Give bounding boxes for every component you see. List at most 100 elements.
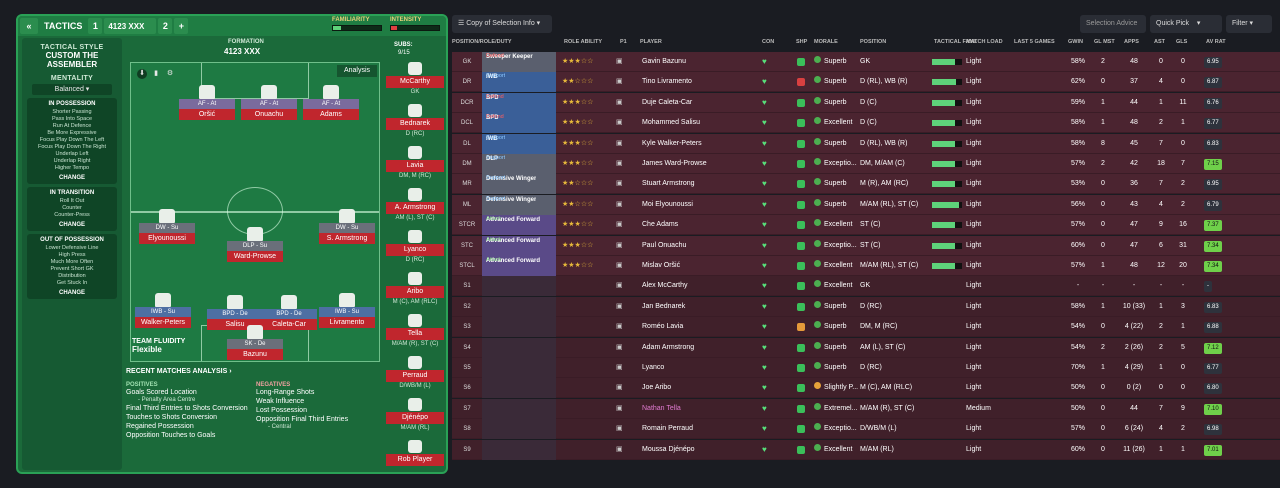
pitch-icon[interactable]: ▣ [616, 323, 623, 331]
col-p1[interactable]: P1 [620, 39, 627, 45]
out-of-possession-change-button[interactable]: CHANGE [58, 290, 85, 296]
tactic-name-dropdown[interactable]: 4123 XXX [104, 18, 157, 34]
player-name[interactable]: Gavin Bazunu [642, 58, 686, 65]
pitch-player[interactable]: BPD - De Salisu [207, 309, 263, 331]
sub-player[interactable]: Aribo M (C), AM (RLC) [386, 272, 446, 314]
filter-button[interactable]: Filter ▾ [1226, 15, 1272, 33]
pitch-player[interactable]: BPD - De Caleta-Car [261, 309, 317, 331]
table-row[interactable]: S1▣Alex McCarthy♥ExcellentGKLight6.70---… [452, 276, 1280, 297]
pitch-icon[interactable]: ▣ [616, 180, 623, 188]
player-name[interactable]: Tino Livramento [642, 78, 692, 86]
view-dropdown[interactable]: ☰ Copy of Selection Info ▾ [452, 15, 552, 33]
row-role[interactable]: Defensive Winger Support [482, 194, 556, 215]
player-name[interactable]: Mislav Oršić [642, 262, 681, 269]
pitch-icon[interactable]: ▣ [616, 282, 623, 290]
row-role[interactable]: BPD Defend [482, 113, 556, 134]
tactical-style-name[interactable]: CUSTOM THE ASSEMBLER [45, 51, 99, 69]
player-name[interactable]: Romain Perraud [642, 425, 693, 433]
selection-advice-button[interactable]: Selection Advice [1080, 15, 1146, 33]
pitch-icon[interactable]: ▣ [616, 160, 623, 167]
tactic-slot-2[interactable]: 2 [158, 18, 173, 34]
formation-name[interactable]: 4123 XXX [224, 47, 261, 56]
row-role[interactable]: Advanced Forward Attack [482, 215, 556, 236]
sub-player[interactable]: McCarthy GK [386, 62, 446, 104]
pitch-icon[interactable]: ▣ [616, 221, 623, 229]
player-name[interactable]: Mohammed Salisu [642, 119, 700, 127]
table-row[interactable]: GK Sweeper Keeper Defend ★★★☆☆ ▣ Gavin Bazunu… [452, 52, 1280, 72]
pitch-player[interactable]: DW - Su Elyounoussi [139, 223, 195, 245]
col-position[interactable]: POSITION/ROLE/DUTY [452, 39, 512, 45]
download-icon[interactable]: ⬇ [137, 69, 147, 79]
col-gwin[interactable]: GWIN [1068, 39, 1083, 45]
pitch-icon[interactable]: ▣ [616, 384, 623, 392]
pitch-icon[interactable]: ▣ [616, 78, 623, 86]
pitch-player[interactable]: DW - Su S. Armstrong [319, 223, 375, 245]
sub-player[interactable]: Bednarek D (RC) [386, 104, 446, 146]
pitch-player[interactable]: AF - At Adams [303, 99, 359, 121]
pitch-icon[interactable]: ▣ [616, 58, 623, 65]
player-name[interactable]: Adam Armstrong [642, 343, 695, 351]
table-row[interactable]: S4 ▣ Adam Armstrong ♥ Superb AM (L), ST (C) Li… [452, 337, 1280, 358]
pitch-player[interactable]: IWB - Su Walker-Peters [135, 307, 191, 329]
pitch-icon[interactable]: ▣ [616, 404, 623, 412]
row-role[interactable]: IWB Support [482, 72, 556, 93]
col-last-5[interactable]: LAST 5 GAMES [1014, 39, 1055, 45]
pitch-player[interactable]: DLP - Su Ward-Prowse [227, 241, 283, 263]
recent-matches-title[interactable]: RECENT MATCHES ANALYSIS › [126, 368, 232, 375]
table-row[interactable]: DCL BPD Defend ★★★☆☆ ▣ Mohammed Salisu ♥ Excell… [452, 113, 1280, 134]
col-av-rat[interactable]: AV RAT [1206, 39, 1226, 45]
player-name[interactable]: Moi Elyounoussi [642, 200, 693, 208]
col-morale[interactable]: MORALE [814, 39, 838, 45]
in-possession-change-button[interactable]: CHANGE [58, 175, 85, 181]
pitch-player[interactable]: AF - At Oršić [179, 99, 235, 121]
pitch-player[interactable]: AF - At Onuachu [241, 99, 297, 121]
table-row[interactable]: DL IWB Support ★★★☆☆ ▣ Kyle Walker-Peters ♥ Sup… [452, 133, 1280, 154]
player-name[interactable]: Roméo Lavia [642, 323, 684, 331]
player-name[interactable]: Joe Aribo [642, 384, 672, 392]
col-gls[interactable]: GLS [1176, 39, 1188, 45]
col-fam[interactable]: TACTICAL FAMI. [934, 39, 978, 45]
pitch-icon[interactable]: ▣ [616, 200, 623, 208]
row-role[interactable]: Sweeper Keeper Defend [482, 52, 556, 72]
table-row[interactable]: DCR BPD Defend ★★★☆☆ ▣ Duje Caleta-Car ♥ Superb… [452, 92, 1280, 113]
add-tactic-button[interactable]: + [174, 18, 189, 34]
col-apps[interactable]: APPS [1124, 39, 1139, 45]
col-player[interactable]: PLAYER [640, 39, 662, 45]
row-role[interactable]: BPD Defend [482, 92, 556, 113]
table-row[interactable]: STCL Advanced Forward Attack ★★★☆☆ ▣ Mislav O… [452, 256, 1280, 276]
player-name[interactable]: Kyle Walker-Peters [642, 139, 702, 147]
player-name[interactable]: James Ward-Prowse [642, 160, 707, 167]
pitch-icon[interactable]: ▣ [616, 119, 623, 127]
table-row[interactable]: ML Defensive Winger Support ★★☆☆☆ ▣ Moi Elyou… [452, 194, 1280, 215]
table-row[interactable]: S6 ▣ Joe Aribo ♥ Slightly P... M (C), AM (RLC… [452, 378, 1280, 399]
player-name[interactable]: Duje Caleta-Car [642, 98, 693, 106]
sub-player[interactable]: Lavia DM, M (RC) [386, 146, 446, 188]
table-row[interactable]: STC Advanced Forward Attack ★★★☆☆ ▣ Paul Onua… [452, 235, 1280, 256]
col-position-text[interactable]: POSITION [860, 39, 887, 45]
table-row[interactable]: S9 ▣ Moussa Djénépo ♥ Excellent M/AM (RL) Ligh… [452, 439, 1280, 460]
collapse-button[interactable]: « [20, 18, 38, 34]
in-transition-box[interactable]: IN TRANSITION Roll It Out Counter Counter-… [27, 187, 117, 231]
row-role[interactable]: Defensive Winger Support [482, 174, 556, 195]
stats-icon[interactable]: ▮ [154, 70, 158, 77]
out-of-possession-box[interactable]: OUT OF POSSESSION Lower Defensive Line Hi… [27, 234, 117, 299]
tactic-slot-1[interactable]: 1 [88, 18, 103, 34]
sub-player[interactable]: Djénépo M/AM (RL) [386, 398, 446, 440]
player-name[interactable]: Moussa Djénépo [642, 445, 695, 453]
sub-player[interactable]: A. Armstrong AM (L), ST (C) [386, 188, 446, 230]
row-role[interactable]: DLP Support [482, 154, 556, 174]
col-ast[interactable]: AST [1154, 39, 1165, 45]
pitch-icon[interactable]: ▣ [616, 343, 623, 351]
col-match-load[interactable]: MATCH LOAD [966, 39, 1003, 45]
player-name[interactable]: Jan Bednarek [642, 302, 686, 310]
pitch-player[interactable]: SK - De Bazunu [227, 339, 283, 361]
pitch-icon[interactable]: ▣ [616, 139, 623, 147]
table-row[interactable]: MR Defensive Winger Support ★★☆☆☆ ▣ Stuart Ar… [452, 174, 1280, 195]
player-name[interactable]: Che Adams [642, 221, 679, 229]
player-name[interactable]: Stuart Armstrong [642, 180, 695, 188]
filter-icon[interactable]: ⚙ [166, 70, 174, 77]
sub-player[interactable]: Tella M/AM (R), ST (C) [386, 314, 446, 356]
